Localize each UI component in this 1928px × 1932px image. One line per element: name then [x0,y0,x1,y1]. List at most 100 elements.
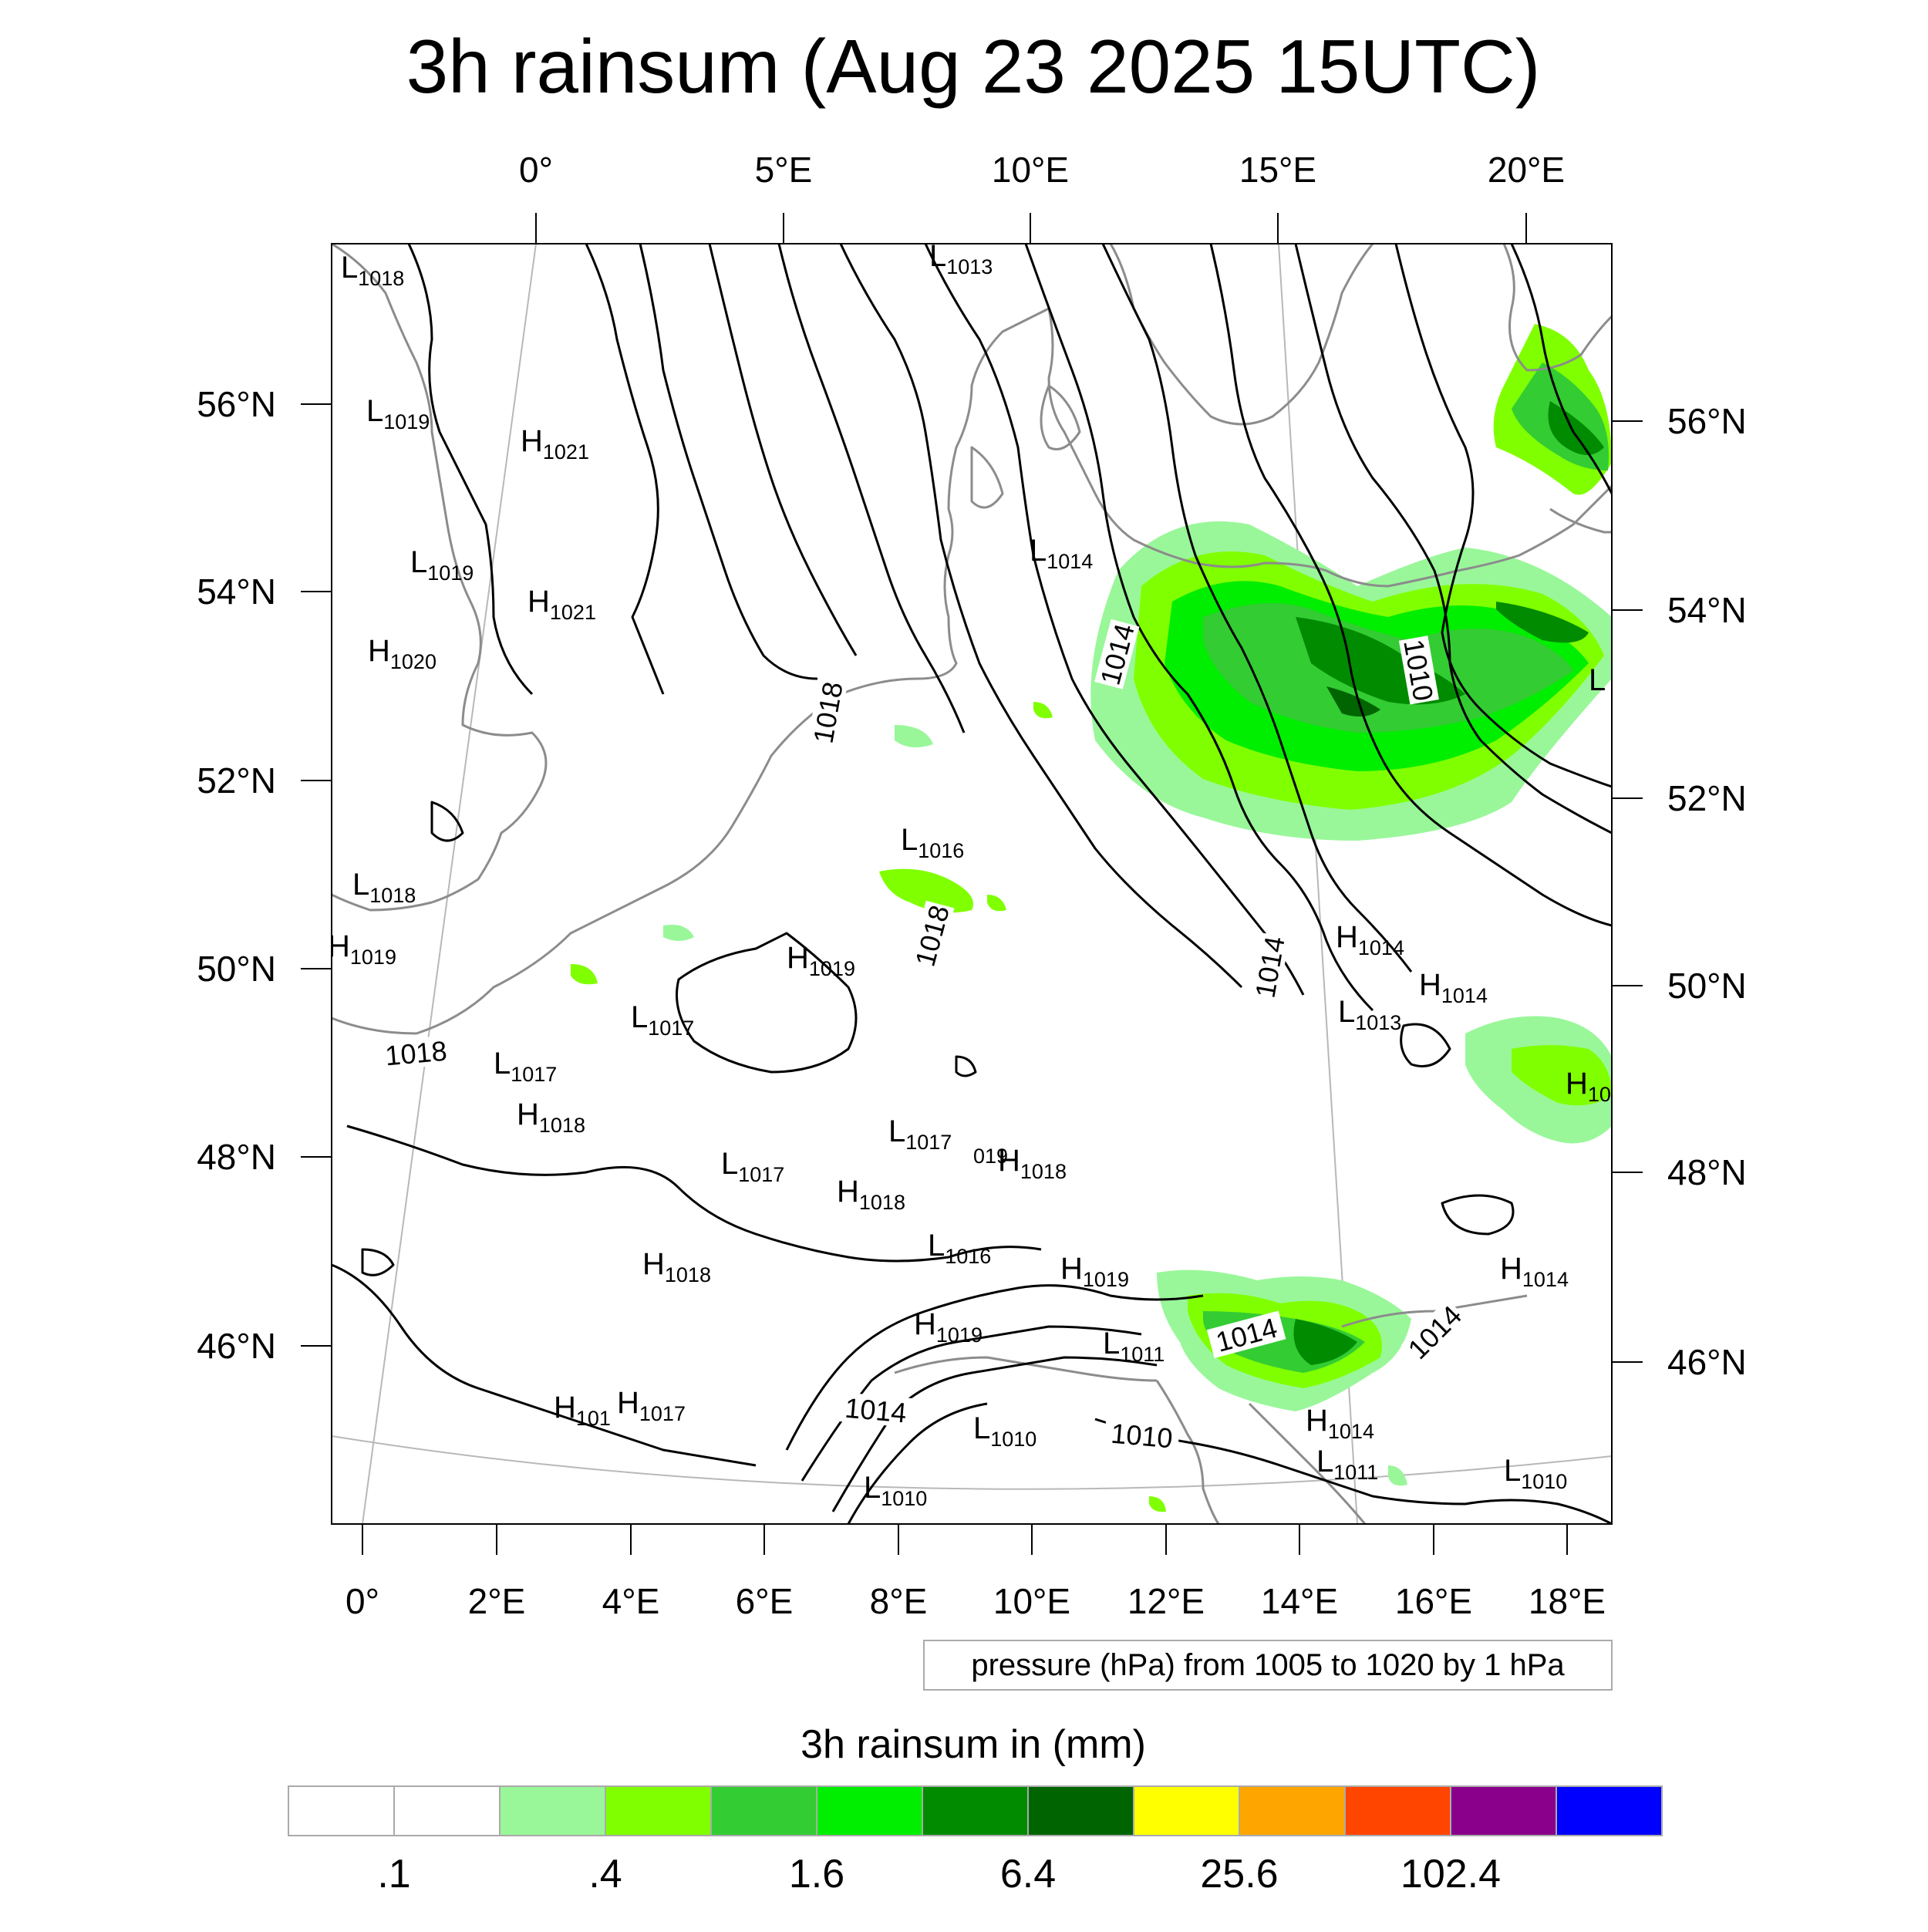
colorbar-tick-label: 25.6 [1200,1852,1278,1897]
pressure-center: H1021 [521,424,589,464]
coast-curonian [1549,507,1612,534]
pressure-center: H1018 [998,1144,1067,1183]
rain-baltic-core [1548,401,1604,455]
colorbar-tick-label: .4 [588,1852,622,1897]
coast-adriatic-west [1155,1380,1220,1524]
bottom-lon-label: 6°E [736,1581,794,1621]
rain-small-4 [1033,702,1053,719]
isobar-west-1 [407,244,534,696]
top-lon-label: 5°E [755,150,813,190]
right-lat-label: 54°N [1667,590,1747,630]
bottom-lon-label: 10°E [993,1581,1070,1621]
rain-core-2 [1496,602,1589,643]
pressure-center: L1017 [494,1047,557,1086]
isobar-label-it: 1010 [1104,1418,1181,1455]
colorbar-tick-label: 1.6 [789,1852,844,1897]
border-hungary [1341,1294,1528,1328]
isobar-1014 [1101,244,1413,973]
pressure-center: L1011 [1103,1327,1165,1366]
pressure-center: H1014 [1336,920,1404,959]
pressure-centers: L1018 L1013 L1019 H1021 L1019 H1021 H102… [332,239,1611,1510]
isobar-1020 [639,244,818,680]
isobar-1012 [1294,244,1612,835]
top-lon-label: 0° [519,150,553,190]
rain-small-6 [1149,1496,1166,1512]
right-axis: 56°N 54°N 52°N 50°N 48°N 46°N [1612,401,1747,1382]
pressure-center: H1019 [787,941,855,980]
pressure-center: L1011 [1316,1445,1378,1484]
colorbar-swatch [1133,1785,1240,1836]
pressure-center: L1013 [1338,995,1401,1034]
isobar-alps-1 [785,1284,1204,1451]
isobar-small-closed-5 [1441,1194,1515,1236]
colorbar-swatch [710,1785,817,1836]
isobar-1018-south [346,1124,1042,1263]
isobar-1017 [839,244,1243,989]
parallel-45 [332,1435,1612,1490]
isobar-label-de: 1018 [909,900,956,971]
fragment-label: 019 [973,1145,1008,1168]
colorbar-swatch [605,1785,712,1836]
colorbar-tick-label: .1 [377,1852,410,1897]
isobar-h1019-closed [676,932,858,1074]
bottom-axis: 0° 2°E 4°E 6°E 8°E 10°E 12°E 14°E 16°E 1… [345,1524,1606,1621]
isobar-small-closed-2 [361,1248,395,1276]
isobar-small-closed-1 [430,801,464,842]
isobar-label-alps-west: 1014 [838,1392,915,1428]
top-lon-label: 10°E [992,150,1069,190]
rain-alps-core [1293,1319,1357,1365]
pressure-center: H1021 [528,585,596,624]
isobar-1010-south [1094,1418,1612,1524]
right-lat-label: 50°N [1667,966,1747,1006]
coast-britain-east [332,244,548,904]
colorbar-swatch [1344,1785,1451,1836]
isobar-alps-3 [831,1356,1158,1512]
pressure-center: L1016 [901,823,964,862]
svg-text:1010: 1010 [1110,1418,1174,1455]
precipitation-field [571,324,1612,1512]
top-lon-label: 20°E [1488,150,1565,190]
pressure-center: L1017 [721,1147,784,1186]
pressure-center: H1019 [914,1307,983,1347]
pressure-center: H1014 [1419,968,1488,1007]
svg-text:1018: 1018 [384,1035,448,1072]
right-lat-label: 48°N [1667,1152,1747,1192]
pressure-center: L1019 [366,394,430,433]
isobar-alps-4 [847,1402,988,1524]
colorbar-swatch [1027,1785,1134,1836]
isobar-1018a [777,244,966,733]
isobar-west-2 [585,244,665,695]
fragment-label: L [1589,663,1606,697]
right-lat-label: 52°N [1667,778,1747,818]
left-axis: 56°N 54°N 52°N 50°N 48°N 46°N [197,384,332,1366]
pressure-center: H1020 [368,634,436,673]
rain-small-5 [987,895,1006,912]
top-lon-label: 15°E [1239,150,1316,190]
right-lat-label: 56°N [1667,401,1747,441]
coast-britain-south [332,893,433,912]
contour-info-box: pressure (hPa) from 1005 to 1020 by 1 hP… [923,1640,1613,1691]
pressure-center: H101 [554,1391,611,1430]
pressure-center: H10 [1566,1067,1611,1106]
isobar-1016 [924,244,1305,996]
left-lat-label: 50°N [197,949,276,989]
pressure-center: L1017 [631,1000,694,1040]
pressure-center: H1014 [1306,1404,1374,1443]
map-frame [331,243,1613,1525]
pressure-center: H1014 [1500,1252,1569,1291]
pressure-center: L1018 [341,251,404,290]
colorbar-swatch [288,1785,395,1836]
rain-small-7 [1388,1465,1407,1486]
pressure-center: L1013 [929,239,993,278]
rain-small-2 [663,925,694,941]
pressure-center: H1018 [837,1175,905,1214]
rain-germany-cell [879,868,973,913]
left-lat-label: 54°N [197,572,276,612]
isobar-small-closed-3 [955,1055,977,1077]
contour-info-text: pressure (hPa) from 1005 to 1020 by 1 hP… [971,1648,1565,1682]
isobar-label-pl-west: 1014 [1094,619,1141,690]
coast-adriatic-east [1248,1402,1367,1524]
pressure-center: H1018 [642,1247,711,1286]
pressure-center: L1010 [864,1471,927,1510]
